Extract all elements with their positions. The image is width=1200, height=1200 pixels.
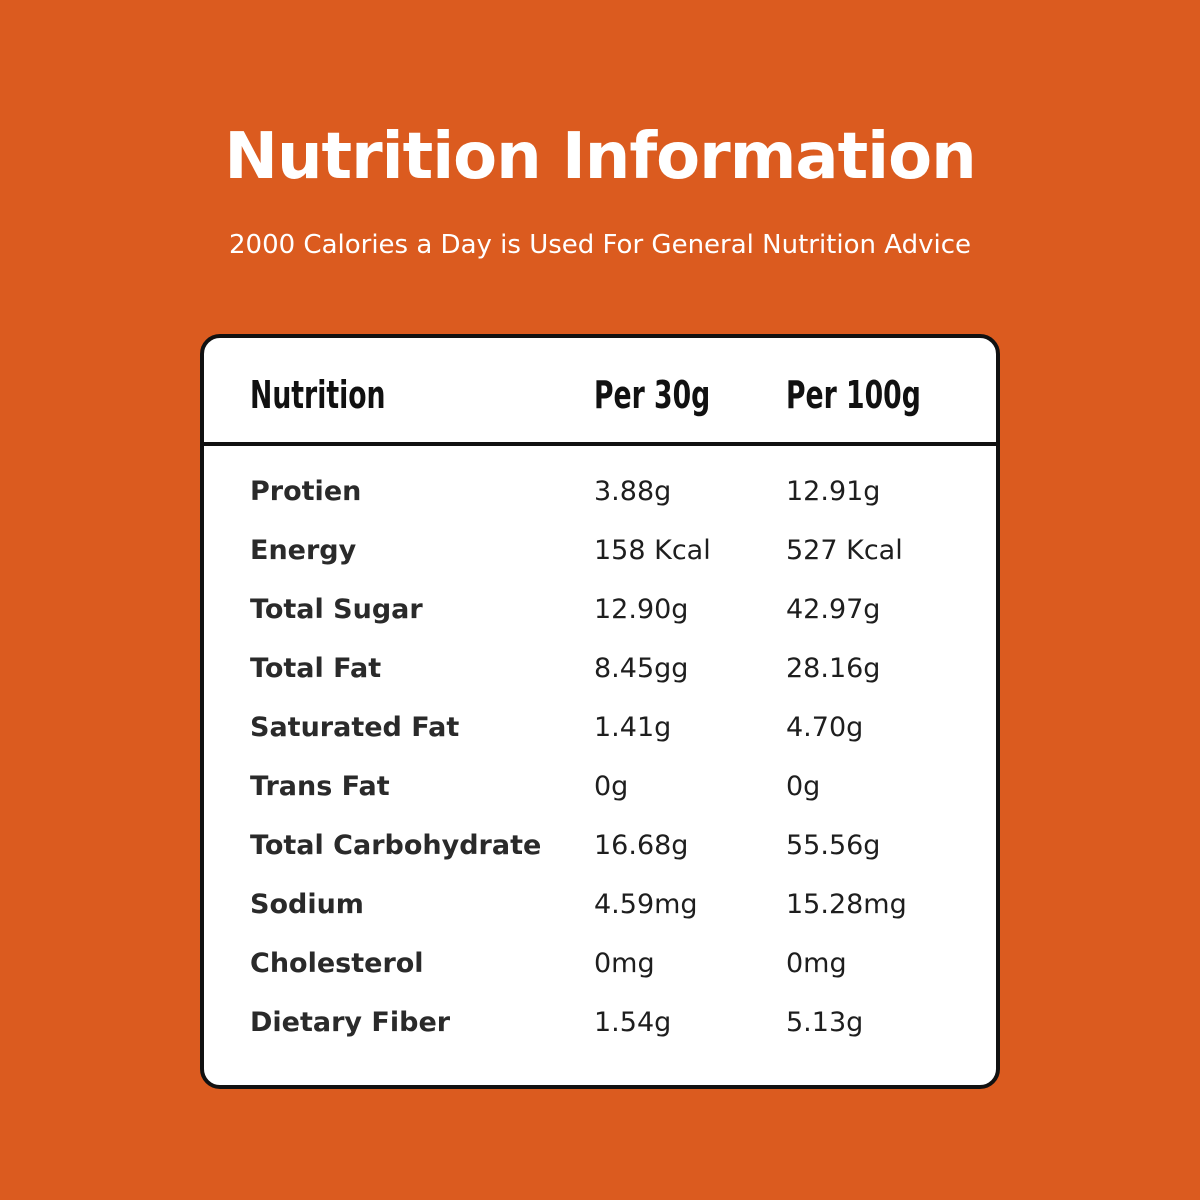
header-per-100g: Per 100g xyxy=(786,373,921,417)
value-per-100g: 5.13g xyxy=(786,1007,864,1038)
value-per-100g: 15.28mg xyxy=(786,889,907,920)
nutrient-name: Total Sugar xyxy=(250,594,423,625)
table-row: Dietary Fiber 1.54g 5.13g xyxy=(204,995,996,1054)
header-per-30g: Per 30g xyxy=(594,373,711,417)
table-row: Cholesterol 0mg 0mg xyxy=(204,936,996,995)
value-per-100g: 55.56g xyxy=(786,830,881,861)
value-per-30g: 8.45gg xyxy=(594,653,689,684)
nutrient-name: Cholesterol xyxy=(250,948,424,979)
table-row: Sodium 4.59mg 15.28mg xyxy=(204,877,996,936)
value-per-30g: 3.88g xyxy=(594,476,672,507)
nutrient-name: Dietary Fiber xyxy=(250,1007,451,1038)
value-per-100g: 12.91g xyxy=(786,476,881,507)
table-row: Total Fat 8.45gg 28.16g xyxy=(204,641,996,700)
value-per-30g: 158 Kcal xyxy=(594,535,711,566)
value-per-100g: 0g xyxy=(786,771,821,802)
value-per-100g: 0mg xyxy=(786,948,847,979)
value-per-100g: 4.70g xyxy=(786,712,864,743)
value-per-30g: 4.59mg xyxy=(594,889,698,920)
table-row: Saturated Fat 1.41g 4.70g xyxy=(204,700,996,759)
header-nutrition: Nutrition xyxy=(250,373,386,417)
nutrient-name: Total Fat xyxy=(250,653,382,684)
value-per-30g: 0mg xyxy=(594,948,655,979)
value-per-100g: 42.97g xyxy=(786,594,881,625)
value-per-30g: 16.68g xyxy=(594,830,689,861)
value-per-30g: 12.90g xyxy=(594,594,689,625)
table-header-row: Nutrition Per 30g Per 100g xyxy=(204,338,996,446)
table-row: Trans Fat 0g 0g xyxy=(204,759,996,818)
page-subtitle: 2000 Calories a Day is Used For General … xyxy=(228,230,971,260)
table-row: Energy 158 Kcal 527 Kcal xyxy=(204,523,996,582)
nutrient-name: Sodium xyxy=(250,889,364,920)
nutrient-name: Saturated Fat xyxy=(250,712,460,743)
value-per-30g: 1.41g xyxy=(594,712,672,743)
value-per-100g: 527 Kcal xyxy=(786,535,903,566)
table-row: Total Sugar 12.90g 42.97g xyxy=(204,582,996,641)
nutrient-name: Protien xyxy=(250,476,362,507)
nutrient-name: Total Carbohydrate xyxy=(250,830,542,861)
nutrient-name: Energy xyxy=(250,535,357,566)
page-title: Nutrition Information xyxy=(224,120,976,194)
nutrition-table-card: Nutrition Per 30g Per 100g Protien 3.88g… xyxy=(200,334,1000,1089)
table-row: Protien 3.88g 12.91g xyxy=(204,464,996,523)
table-body: Protien 3.88g 12.91g Energy 158 Kcal 527… xyxy=(204,464,996,1054)
nutrient-name: Trans Fat xyxy=(250,771,390,802)
table-row: Total Carbohydrate 16.68g 55.56g xyxy=(204,818,996,877)
value-per-30g: 1.54g xyxy=(594,1007,672,1038)
value-per-30g: 0g xyxy=(594,771,629,802)
value-per-100g: 28.16g xyxy=(786,653,881,684)
